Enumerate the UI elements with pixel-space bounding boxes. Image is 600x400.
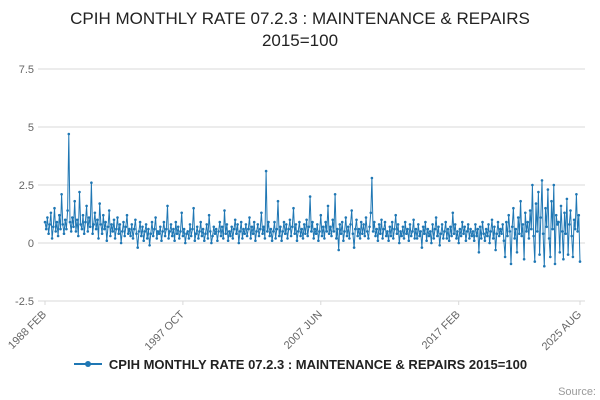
svg-text:1988 FEB: 1988 FEB: [6, 309, 49, 352]
chart-title-line2: 2015=100: [261, 31, 339, 51]
y-gridlines: [38, 68, 585, 302]
svg-text:2007 JUN: 2007 JUN: [282, 308, 325, 351]
chart-title: CPIH MONTHLY RATE 07.2.3 : MAINTENANCE &…: [0, 0, 600, 53]
svg-text:7.5: 7.5: [19, 64, 34, 76]
svg-text:1997 OCT: 1997 OCT: [143, 308, 188, 353]
x-axis-labels: 1988 FEB 1997 OCT 2007 JUN 2017 FEB 2025 AUG: [6, 300, 584, 353]
svg-text:2.5: 2.5: [19, 180, 34, 192]
legend[interactable]: CPIH MONTHLY RATE 07.2.3 : MAINTENANCE &…: [0, 357, 600, 372]
svg-text:2017 FEB: 2017 FEB: [420, 309, 463, 352]
plot-wrap: 7.5 5 2.5 0 -2.5 1988 FEB 1997 OCT 2007 JUN 2017…: [0, 53, 600, 355]
series-line: [44, 133, 581, 267]
svg-text:0: 0: [28, 238, 34, 250]
legend-label: CPIH MONTHLY RATE 07.2.3 : MAINTENANCE &…: [108, 356, 528, 372]
chart-title-line1: CPIH MONTHLY RATE 07.2.3 : MAINTENANCE &…: [70, 9, 530, 28]
y-axis-labels: 7.5 5 2.5 0 -2.5: [15, 64, 34, 308]
svg-text:-2.5: -2.5: [15, 296, 34, 308]
svg-text:2025 AUG: 2025 AUG: [540, 309, 584, 353]
svg-text:5: 5: [28, 122, 34, 134]
source-label: Source:: [558, 386, 596, 398]
legend-marker-icon: [73, 361, 102, 368]
series-markers: [43, 132, 582, 268]
